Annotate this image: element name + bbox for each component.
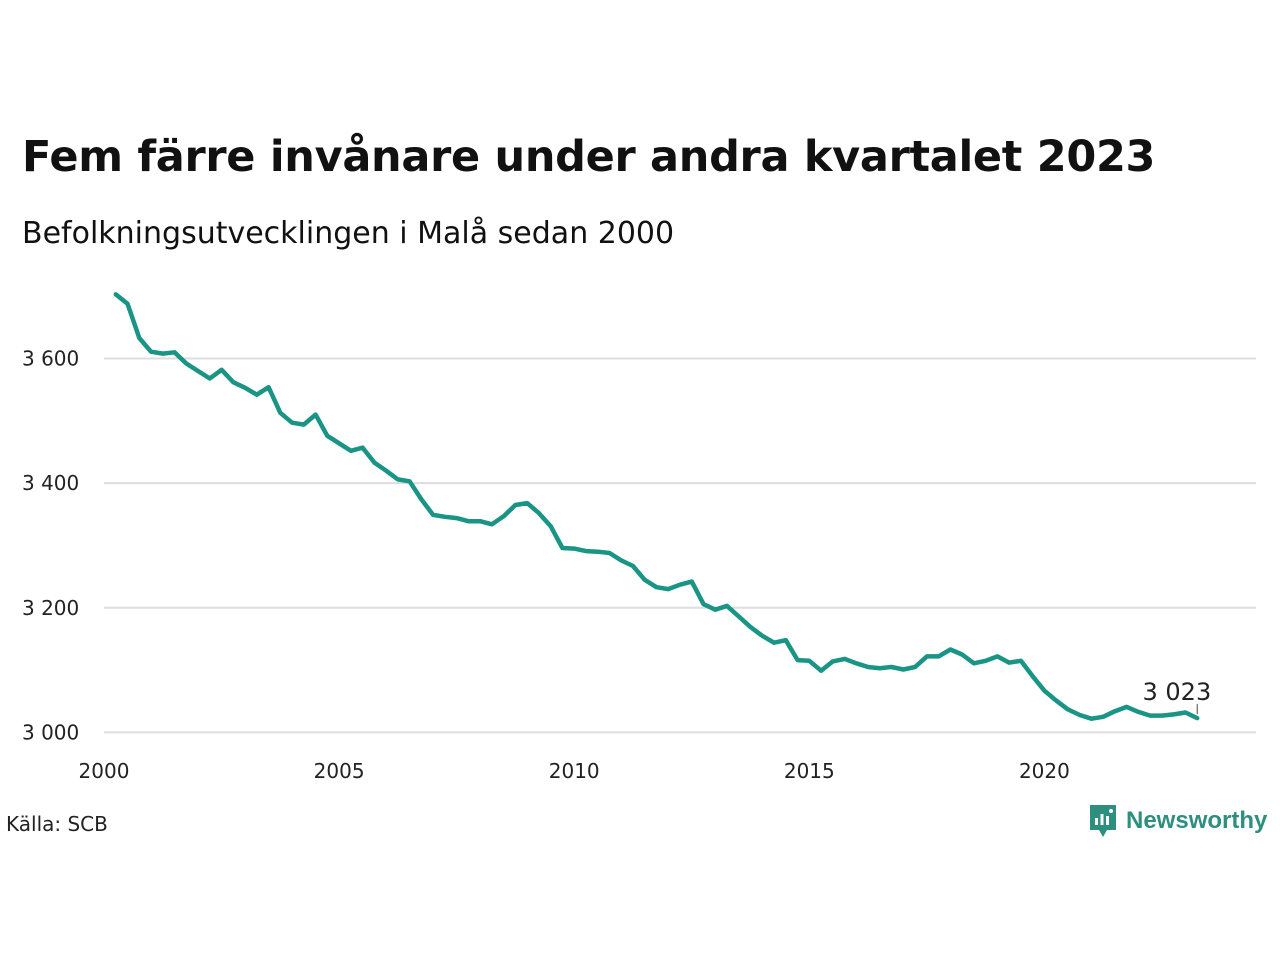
source-label: Källa: SCB [6,812,108,836]
end-value-label: 3 023 [1143,678,1212,706]
x-tick-label: 2010 [549,759,600,783]
newsworthy-logo-icon [1090,805,1116,837]
chart-subtitle: Befolkningsutvecklingen i Malå sedan 200… [22,216,675,251]
gridlines [104,357,1256,734]
y-tick-label: 3 600 [22,347,79,371]
series-layer [113,292,1200,721]
chart-title: Fem färre invånare under andra kvartalet… [22,132,1156,182]
x-tick-label: 2020 [1019,759,1070,783]
x-tick-label: 2015 [784,759,835,783]
y-axis-ticks: 3 000 3 200 3 400 3 600 [22,347,79,745]
annotations: 3 023 [1143,678,1212,715]
y-tick-label: 3 400 [22,471,79,495]
brand-name: Newsworthy [1126,807,1268,834]
y-tick-label: 3 000 [22,720,79,744]
series-line [113,292,1200,721]
x-tick-label: 2000 [79,759,130,783]
y-tick-label: 3 200 [22,596,79,620]
brand-logo: Newsworthy [1088,803,1267,839]
x-axis-ticks: 2000 2005 2010 2015 2020 [79,759,1070,783]
x-tick-label: 2005 [314,759,365,783]
